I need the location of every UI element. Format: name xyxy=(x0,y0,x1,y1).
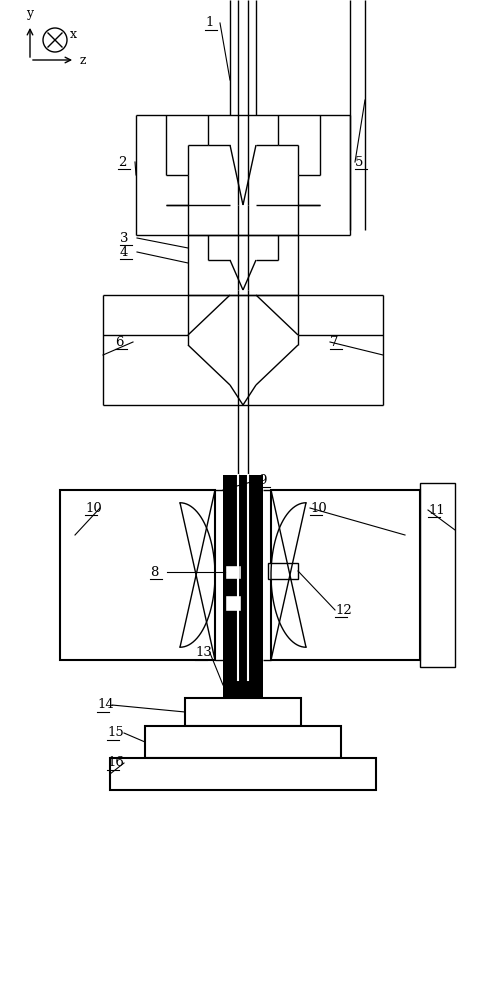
Bar xyxy=(271,490,420,660)
Text: z: z xyxy=(80,53,87,66)
Text: 13: 13 xyxy=(195,647,212,660)
Text: x: x xyxy=(70,28,77,41)
Text: 12: 12 xyxy=(335,603,352,616)
Bar xyxy=(268,563,298,579)
Text: 2: 2 xyxy=(118,155,126,168)
Bar xyxy=(223,680,263,698)
Bar xyxy=(185,698,301,726)
Text: 3: 3 xyxy=(120,232,128,244)
Bar xyxy=(145,726,341,758)
Text: 6: 6 xyxy=(115,336,123,349)
Text: 7: 7 xyxy=(330,336,339,349)
Bar xyxy=(60,490,215,660)
Text: 16: 16 xyxy=(107,756,124,770)
Bar xyxy=(225,565,241,579)
Text: 10: 10 xyxy=(85,502,102,514)
Text: 10: 10 xyxy=(310,502,327,514)
Text: 15: 15 xyxy=(107,726,124,740)
Bar xyxy=(110,758,376,790)
Text: 9: 9 xyxy=(258,474,266,487)
Text: 1: 1 xyxy=(205,16,213,29)
Text: 8: 8 xyxy=(150,566,158,578)
Text: 5: 5 xyxy=(355,155,364,168)
Text: 4: 4 xyxy=(120,245,128,258)
Bar xyxy=(420,483,455,667)
Bar xyxy=(225,595,241,611)
Bar xyxy=(223,475,263,680)
Text: 11: 11 xyxy=(428,504,445,516)
Text: y: y xyxy=(26,7,34,20)
Text: 14: 14 xyxy=(97,698,114,712)
